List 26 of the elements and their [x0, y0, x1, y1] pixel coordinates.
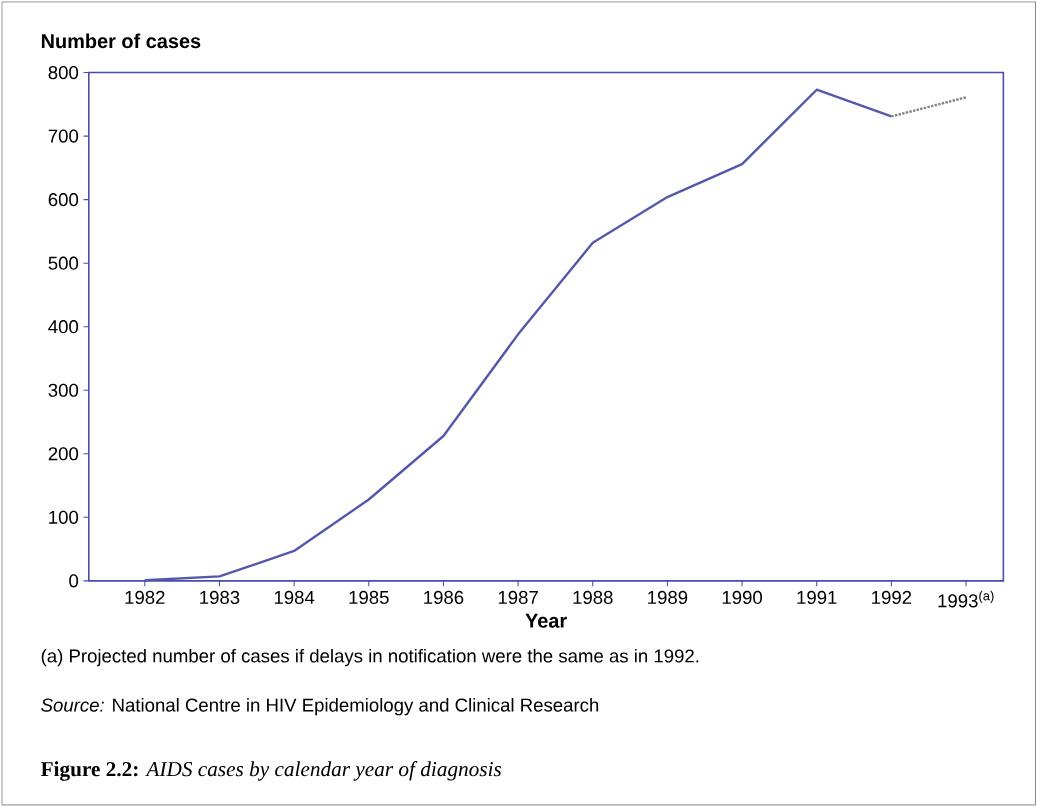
y-tick-label: 300 [48, 383, 79, 397]
x-tick-label: 1985 [349, 590, 389, 605]
y-tick-label: 100 [49, 510, 79, 524]
y-tick-label: 200 [48, 447, 79, 461]
x-tick-label: 1982 [125, 590, 165, 605]
x-tick-label: 1990 [722, 590, 763, 605]
x-tick-label: 1989 [648, 590, 688, 605]
x-tick-label: 1988 [573, 590, 613, 605]
y-axis-title: Number of cases [41, 33, 201, 49]
x-axis-title: Year [525, 613, 567, 628]
x-tick-label: 1986 [424, 590, 464, 605]
y-tick-label: 600 [48, 193, 79, 207]
text: (a) Projected number of cases if delays in notification were the same as in 1992. [41, 648, 699, 667]
y-tick-label: 0 [69, 574, 79, 588]
x-tick-label: 1983 [200, 590, 240, 605]
y-tick-label: 700 [48, 129, 79, 143]
x-tick-label: 1992 [872, 590, 912, 605]
x-tick-label: 1991 [797, 590, 837, 605]
y-tick-label: 800 [48, 66, 79, 80]
x-tick-label: 1993$^{(a)}$ [938, 590, 994, 608]
x-tick-label: 1984 [274, 590, 315, 605]
text: Figure 2.2: AIDS cases by calendar year of diagnosis [40, 761, 502, 781]
text: Source: National Centre in HIV Epidemiology and Clinical Research [41, 698, 599, 716]
y-tick-label: 500 [48, 256, 79, 270]
y-tick-label: 400 [48, 320, 79, 334]
x-tick-label: 1987 [498, 590, 538, 605]
